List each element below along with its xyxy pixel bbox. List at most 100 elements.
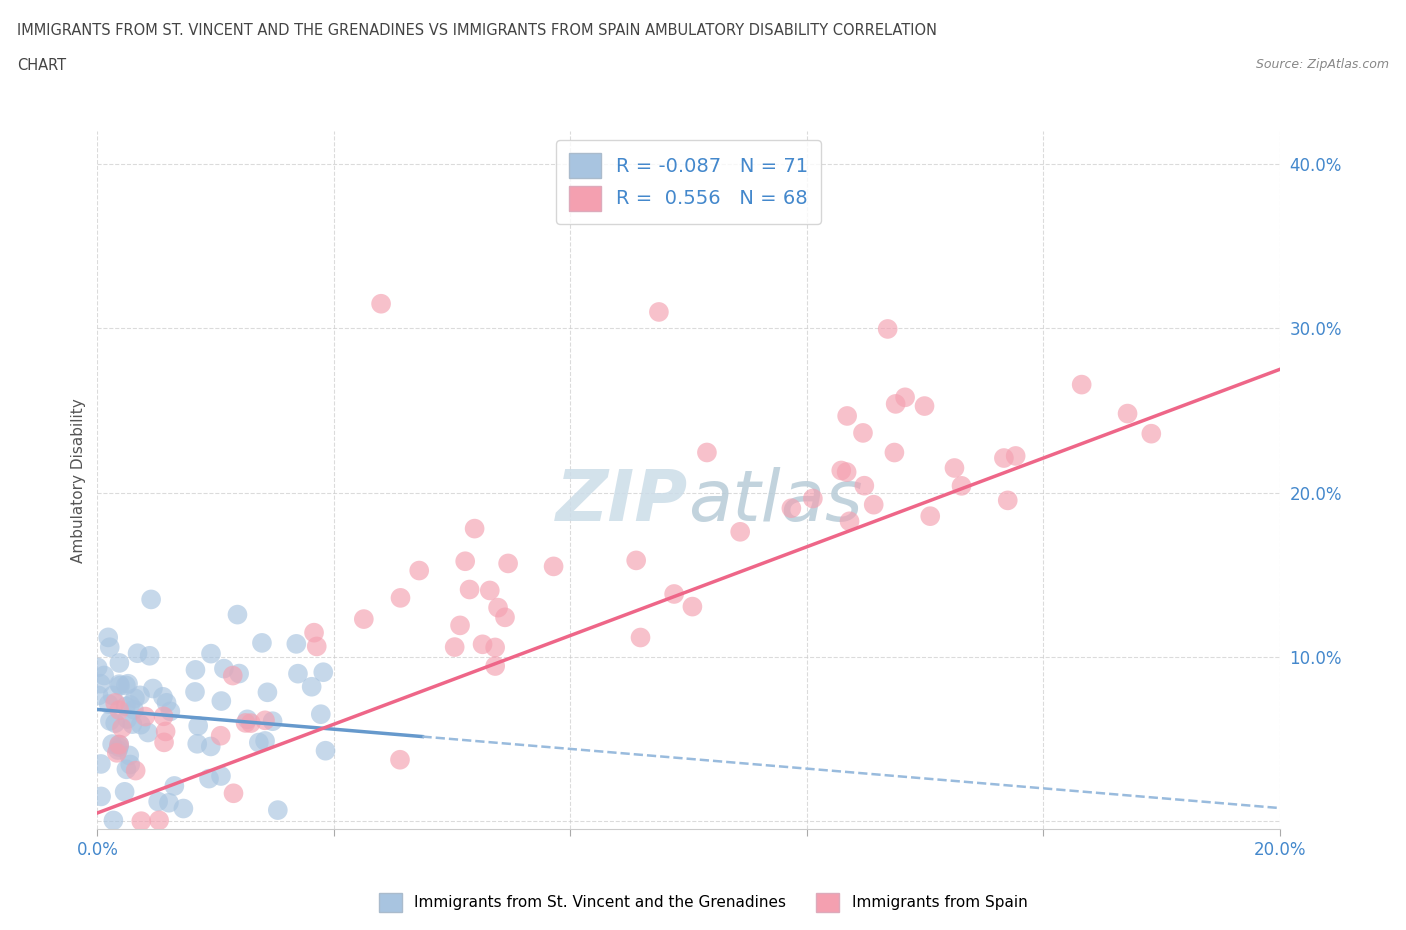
Point — [155, 724, 177, 739]
Point — [853, 478, 876, 493]
Point — [389, 591, 412, 605]
Point — [862, 498, 884, 512]
Point — [200, 739, 222, 754]
Point — [152, 689, 174, 704]
Point — [103, 813, 125, 828]
Point — [108, 737, 131, 752]
Point — [370, 297, 392, 312]
Point — [285, 636, 308, 651]
Point — [309, 707, 332, 722]
Point — [136, 725, 159, 740]
Point — [696, 445, 718, 460]
Point — [122, 702, 145, 717]
Point — [87, 688, 110, 703]
Point — [247, 735, 270, 750]
Legend: R = -0.087   N = 71, R =  0.556   N = 68: R = -0.087 N = 71, R = 0.556 N = 68 — [557, 140, 821, 224]
Point — [624, 553, 647, 568]
Point — [129, 717, 152, 732]
Point — [115, 678, 138, 693]
Point — [267, 803, 290, 817]
Point — [838, 514, 860, 529]
Point — [212, 661, 235, 676]
Point — [454, 553, 477, 568]
Point — [236, 711, 259, 726]
Point — [200, 646, 222, 661]
Point — [997, 493, 1019, 508]
Point — [993, 451, 1015, 466]
Point — [114, 784, 136, 799]
Point — [129, 814, 152, 829]
Point — [228, 666, 250, 681]
Point — [209, 728, 232, 743]
Point — [458, 582, 481, 597]
Point — [115, 762, 138, 777]
Point — [108, 703, 131, 718]
Point — [139, 592, 162, 607]
Point — [129, 688, 152, 703]
Point — [315, 743, 337, 758]
Point — [108, 737, 131, 752]
Point — [108, 656, 131, 671]
Point — [852, 425, 875, 440]
Point — [117, 676, 139, 691]
Text: CHART: CHART — [17, 58, 66, 73]
Point — [920, 509, 942, 524]
Point — [486, 600, 509, 615]
Point — [471, 637, 494, 652]
Point — [121, 717, 143, 732]
Point — [780, 500, 803, 515]
Point — [120, 757, 142, 772]
Point — [262, 713, 284, 728]
Point — [662, 587, 685, 602]
Point — [134, 710, 156, 724]
Point — [239, 716, 262, 731]
Point — [138, 648, 160, 663]
Point — [111, 721, 134, 736]
Point — [108, 677, 131, 692]
Point — [222, 786, 245, 801]
Point — [108, 678, 131, 693]
Point — [159, 704, 181, 719]
Point — [104, 716, 127, 731]
Point — [1140, 426, 1163, 441]
Point — [127, 645, 149, 660]
Point — [90, 756, 112, 771]
Point — [835, 465, 858, 480]
Point — [837, 408, 859, 423]
Point — [484, 640, 506, 655]
Point — [254, 713, 277, 728]
Point — [152, 709, 174, 724]
Point — [894, 390, 917, 405]
Point — [1116, 406, 1139, 421]
Point — [198, 771, 221, 786]
Point — [484, 658, 506, 673]
Point — [155, 696, 177, 711]
Text: atlas: atlas — [689, 467, 863, 536]
Point — [157, 795, 180, 810]
Point — [312, 665, 335, 680]
Point — [98, 713, 121, 728]
Point — [801, 491, 824, 506]
Point — [97, 630, 120, 644]
Point — [101, 737, 124, 751]
Point — [209, 694, 232, 709]
Point — [115, 711, 138, 726]
Point — [630, 631, 652, 645]
Point — [93, 668, 115, 683]
Point — [118, 748, 141, 763]
Point — [226, 607, 249, 622]
Point — [478, 583, 501, 598]
Point — [184, 662, 207, 677]
Point — [302, 625, 325, 640]
Point — [86, 660, 108, 675]
Point — [163, 778, 186, 793]
Point — [884, 396, 907, 411]
Point — [186, 737, 208, 751]
Point — [172, 801, 194, 816]
Point — [124, 764, 146, 778]
Point — [496, 556, 519, 571]
Point — [1070, 378, 1092, 392]
Point — [250, 635, 273, 650]
Point — [222, 668, 245, 683]
Point — [114, 699, 136, 714]
